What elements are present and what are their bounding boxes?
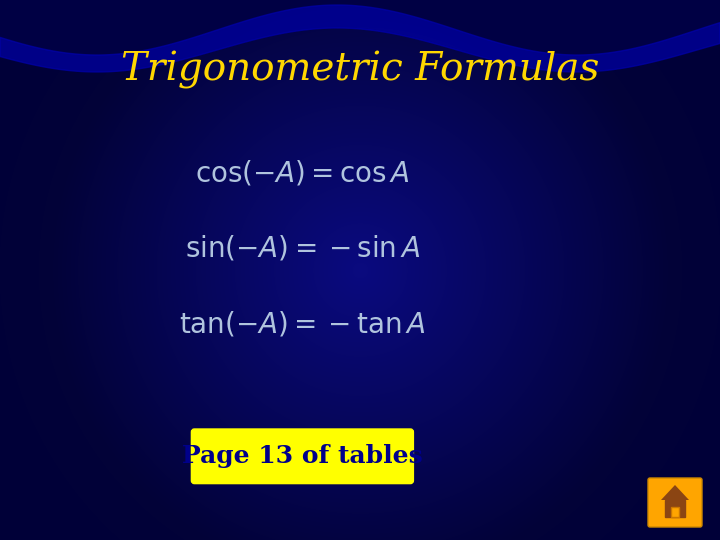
FancyBboxPatch shape <box>648 478 702 527</box>
Text: Page 13 of tables: Page 13 of tables <box>182 444 423 468</box>
FancyBboxPatch shape <box>665 500 685 517</box>
Text: $\mathrm{tan}(-A) = -\mathrm{tan}\, A$: $\mathrm{tan}(-A) = -\mathrm{tan}\, A$ <box>179 309 426 339</box>
Polygon shape <box>661 485 689 500</box>
Text: Trigonometric Formulas: Trigonometric Formulas <box>121 51 599 89</box>
FancyBboxPatch shape <box>192 429 413 484</box>
FancyBboxPatch shape <box>671 507 679 517</box>
Text: $\mathrm{sin}(-A) = -\mathrm{sin}\, A$: $\mathrm{sin}(-A) = -\mathrm{sin}\, A$ <box>185 234 420 263</box>
Text: $\mathrm{cos}(-A) = \mathrm{cos}\, A$: $\mathrm{cos}(-A) = \mathrm{cos}\, A$ <box>195 158 410 187</box>
